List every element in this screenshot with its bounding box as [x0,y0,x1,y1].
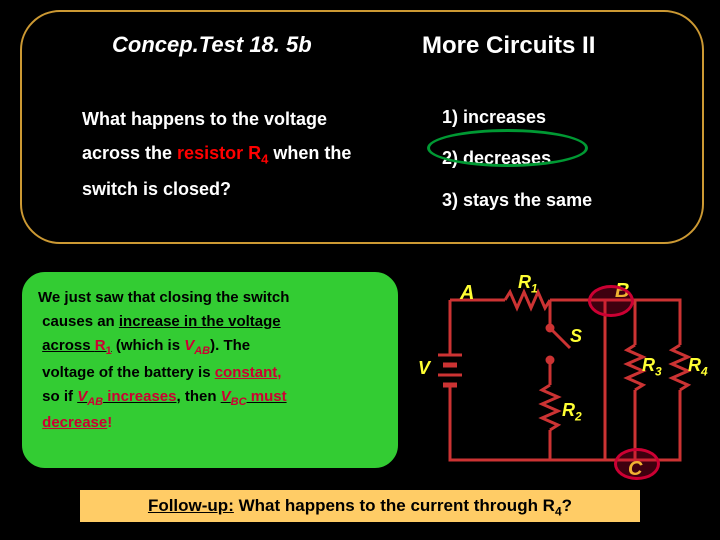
node-a: A [460,282,474,305]
exp-l3e: ). The [210,337,250,354]
exp-l2a: causes an [42,313,119,330]
slide-title-left: Concep.Test 18. 5b [112,32,312,58]
label-r2: R2 [562,400,582,424]
correct-answer-ring [427,129,588,167]
option-3: 3) stays the same [442,180,592,221]
exp-decrease: decrease [42,414,107,431]
exp-l4a: voltage of the battery is [42,364,215,381]
exp-vab: V [184,337,194,354]
label-r1: R1 [518,272,538,296]
slide-title-right: More Circuits II [422,32,595,60]
followup-label: Follow-up: [148,496,234,515]
circuit-svg [410,270,710,480]
exp-l3c: (which is [112,337,185,354]
circuit-diagram: A B C V S R1 R2 R3 R4 [410,270,710,480]
q-line1: What happens to the voltage [82,109,327,129]
exp-l2b: increase in the voltage [119,313,281,330]
exp-vab-inc: VAB increases [77,388,176,405]
exp-vbc-must: VBC must [221,388,287,405]
exp-constant: constant [215,364,278,381]
followup-text: What happens to the current through R [234,496,555,515]
exp-l3a: across R1 [42,337,112,354]
label-r3: R3 [642,355,662,379]
exp-l5a: so if [42,388,77,405]
explanation-panel: We just saw that closing the switch caus… [20,270,400,470]
q-line2a: across the [82,143,177,163]
followup-bar: Follow-up: What happens to the current t… [80,490,640,522]
highlight-node-b [588,285,634,317]
q-line3: switch is closed? [82,179,231,199]
battery-v: V [418,358,430,379]
question-text: What happens to the voltage across the r… [82,102,392,207]
q-line2d: when the [268,143,351,163]
highlight-node-c [614,448,660,480]
question-panel: Concep.Test 18. 5b More Circuits II What… [20,10,704,244]
exp-l1: We just saw that closing the switch [38,289,289,306]
switch-s: S [570,326,582,347]
q-r4: resistor R [177,143,261,163]
label-r4: R4 [688,355,708,379]
